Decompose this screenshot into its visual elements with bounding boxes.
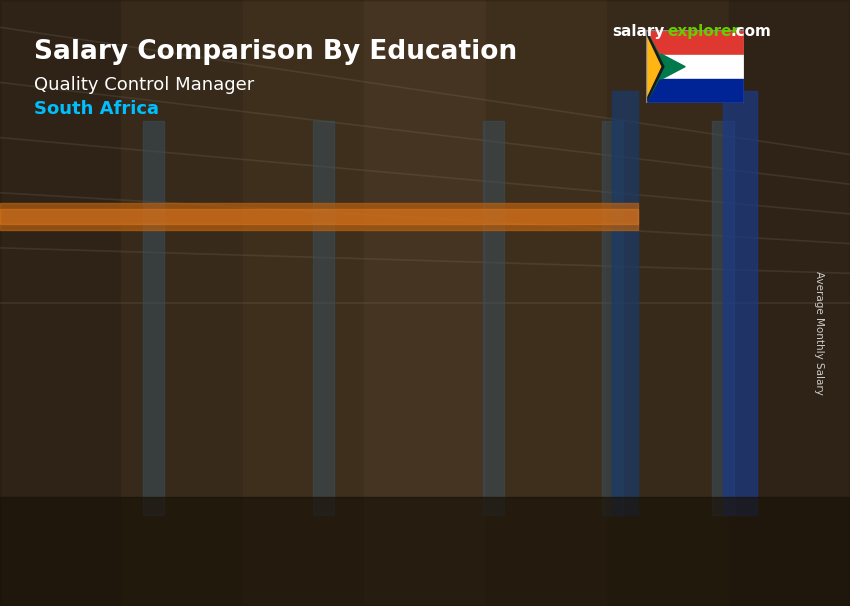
Bar bbox=[143, 121, 164, 515]
Bar bbox=[646, 55, 744, 79]
Bar bbox=[712, 121, 734, 515]
FancyBboxPatch shape bbox=[632, 256, 646, 527]
Bar bbox=[0, 0, 122, 606]
Text: Quality Control Manager: Quality Control Manager bbox=[34, 76, 254, 94]
Bar bbox=[360, 365, 439, 527]
FancyBboxPatch shape bbox=[425, 365, 439, 527]
Bar bbox=[602, 121, 623, 515]
Polygon shape bbox=[646, 67, 685, 79]
Bar bbox=[728, 0, 850, 606]
Bar bbox=[365, 0, 485, 606]
Bar bbox=[612, 91, 638, 515]
Bar bbox=[483, 121, 504, 515]
Text: explorer: explorer bbox=[667, 24, 740, 39]
Bar bbox=[646, 79, 744, 103]
Bar bbox=[153, 424, 232, 428]
Text: 26,200 ZAR: 26,200 ZAR bbox=[147, 406, 237, 420]
Text: 69,000 ZAR: 69,000 ZAR bbox=[562, 238, 652, 251]
Bar bbox=[0, 203, 638, 230]
Text: salary: salary bbox=[612, 24, 665, 39]
Polygon shape bbox=[646, 36, 660, 98]
Bar bbox=[0, 497, 850, 606]
Text: Average Monthly Salary: Average Monthly Salary bbox=[814, 271, 824, 395]
Text: .com: .com bbox=[731, 24, 772, 39]
Bar bbox=[485, 0, 607, 606]
Text: +68%: +68% bbox=[462, 179, 543, 204]
Polygon shape bbox=[646, 30, 664, 103]
Bar bbox=[313, 121, 334, 515]
FancyBboxPatch shape bbox=[567, 256, 581, 527]
FancyBboxPatch shape bbox=[360, 365, 374, 527]
Bar bbox=[122, 0, 243, 606]
Bar bbox=[153, 424, 232, 527]
Bar bbox=[722, 91, 756, 515]
Bar bbox=[607, 0, 728, 606]
Bar bbox=[646, 30, 744, 55]
Text: Salary Comparison By Education: Salary Comparison By Education bbox=[34, 39, 517, 65]
Text: 41,200 ZAR: 41,200 ZAR bbox=[354, 347, 445, 361]
Bar bbox=[243, 0, 365, 606]
Text: +57%: +57% bbox=[256, 291, 337, 316]
Bar bbox=[0, 209, 638, 224]
Bar bbox=[360, 365, 439, 371]
FancyBboxPatch shape bbox=[153, 424, 167, 527]
Polygon shape bbox=[646, 30, 666, 103]
Bar bbox=[567, 256, 646, 527]
Text: South Africa: South Africa bbox=[34, 100, 159, 118]
Bar bbox=[567, 255, 646, 266]
Polygon shape bbox=[646, 55, 685, 67]
FancyBboxPatch shape bbox=[218, 424, 232, 527]
